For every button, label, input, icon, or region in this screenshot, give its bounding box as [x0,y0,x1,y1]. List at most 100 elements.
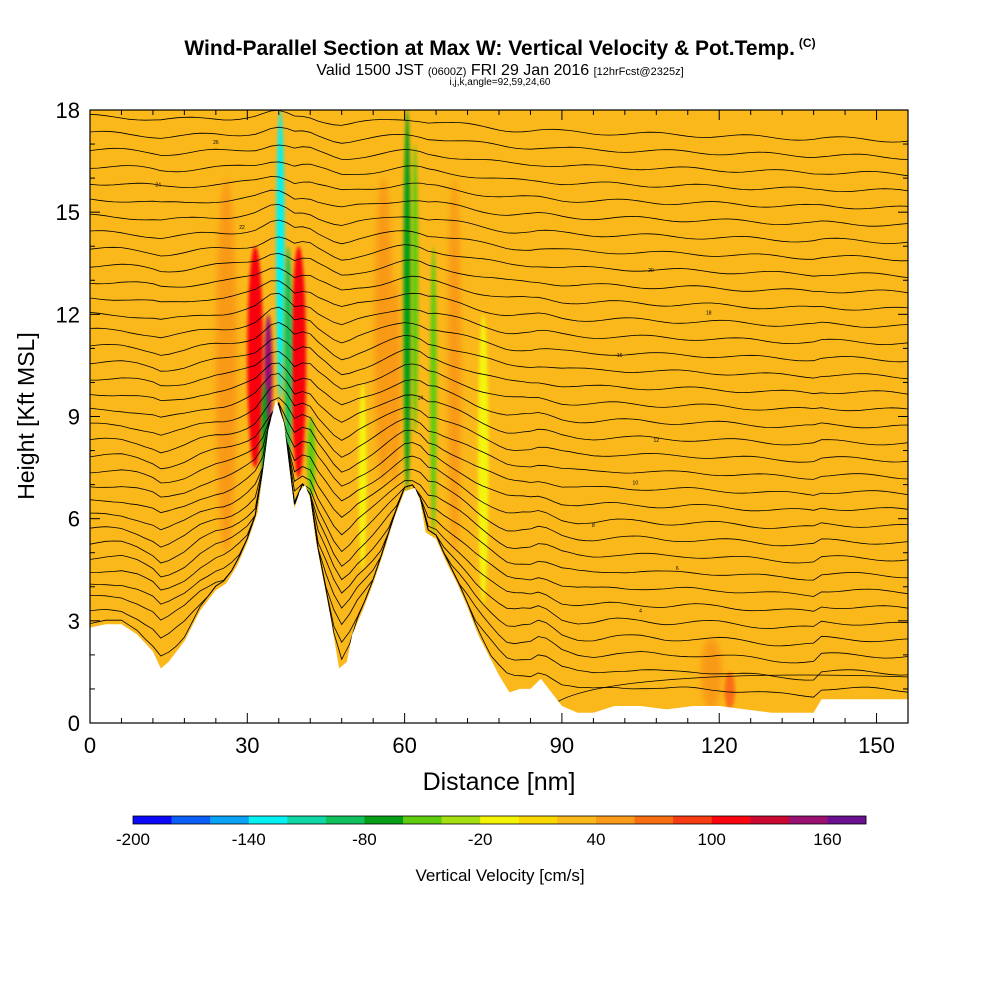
updraft-band [618,297,632,366]
x-tick-label: 150 [858,733,895,758]
colorbar-swatch [557,816,597,824]
theta-contour-line [90,397,908,480]
colorbar-swatch [518,816,558,824]
y-tick-label: 6 [68,507,80,532]
theta-contour-line [90,402,908,564]
theta-contour-line [90,110,908,143]
colorbar-swatch [595,816,635,824]
y-axis-ticks: 0 3 6 9 12 15 18 [56,98,908,736]
colorbar-swatch [287,816,327,824]
theta-contour-line [90,306,908,363]
theta-contour-line [90,292,908,346]
contour-label: 22 [239,225,245,231]
contour-label: 8 [592,523,595,529]
x-axis-ticks: 0 30 60 90 120 150 [84,110,909,758]
contour-label: 26 [213,140,219,146]
chart-title-text: Wind-Parallel Section at Max W: Vertical… [184,37,795,60]
downdraft-band [430,246,437,536]
theta-contour-line [90,373,908,446]
colorbar-swatch [634,816,674,824]
updraft-band [168,110,190,349]
chart-subtitle: Valid 1500 JST (0600Z) FRI 29 Jan 2016 [… [0,62,1000,80]
updraft-band [328,246,345,519]
downdraft-band [403,110,411,492]
grid-info: i,j,k,angle=92,59,24,60 [449,77,551,88]
updraft-band [464,110,481,383]
x-tick-label: 90 [550,733,574,758]
theta-contour-line [90,204,908,244]
x-axis-label: Distance [nm] [423,768,576,796]
contour-label: 12 [654,438,660,444]
copyright-mark: (C) [798,36,816,50]
theta-contour-line [90,384,908,463]
updraft-band [215,178,237,553]
colorbar-tick-label: 40 [586,830,605,849]
theta-contour-line [90,402,908,629]
colorbar-swatch [248,816,288,824]
x-tick-label: 60 [392,733,416,758]
colorbar-swatch [325,816,365,824]
contour-label: 14 [418,395,424,401]
y-tick-label: 9 [68,405,80,430]
valid-date: FRI 29 Jan 2016 [470,62,590,79]
colorbar-swatch [480,816,520,824]
contour-label: 20 [648,268,654,274]
theta-contour-line [90,267,908,311]
theta-contour-line [90,161,908,193]
theta-contour-line [90,362,908,429]
contour-label: 24 [155,183,161,189]
colorbar-swatch [171,816,211,824]
downdraft-band [307,416,316,499]
x-tick-label: 30 [235,733,259,758]
updraft-band [724,671,735,710]
colorbar-swatch [403,816,442,824]
theta-contour-line [90,176,908,210]
y-tick-label: 0 [68,711,80,736]
terrain [90,399,908,723]
colorbar-tick-label: -140 [232,830,266,849]
colorbar-frame [132,815,867,825]
colorbar-tick-label: -80 [352,830,377,849]
updraft-band [291,246,307,478]
downdraft-band [276,110,285,400]
y-axis-label: Height [Kft MSL] [13,332,39,499]
colorbar-label: Vertical Velocity [cm/s] [415,866,584,885]
y-tick-label: 12 [56,302,80,327]
colorbar-swatch [827,816,867,824]
y-tick-label: 18 [56,98,80,123]
theta-contour-line [90,126,908,160]
updraft-band [575,161,597,400]
updraft-band [387,280,401,485]
theta-contour-line [90,350,908,412]
contour-label: 4 [639,608,642,614]
valid-time: Valid 1500 JST [316,62,424,79]
theta-contour-line [90,402,908,612]
colorbar-swatch [750,816,790,824]
theta-contour-line [90,236,908,278]
updraft-band [110,273,143,485]
colorbar-swatch [441,816,481,824]
colorbar-swatch [673,816,712,824]
valid-utc: (0600Z) [427,66,467,78]
theta-contour-line [90,144,908,177]
colorbar: -200 -140 -80 -20 40 100 160 [116,815,867,849]
plot-area: 26 24 22 20 18 16 14 12 10 8 6 4 [90,110,908,723]
theta-contour-line [90,402,908,529]
contour-label: 16 [617,353,623,359]
forecast-info: [12hrFcst@2325z] [593,66,684,78]
theta-contour-line [90,402,908,647]
downdraft-band [411,144,419,434]
theta-contour-line [90,219,908,262]
theta-contour-line [90,402,908,512]
theta-contour-line [90,189,908,227]
theta-contour-line [90,321,908,380]
theta-contour-line [90,252,908,294]
theta-contour-line [90,402,908,581]
theta-contour-line [90,337,908,395]
colorbar-swatch [133,816,172,824]
colorbar-swatch [364,816,404,824]
downdraft-band [478,314,489,604]
colorbar-swatch [788,816,828,824]
